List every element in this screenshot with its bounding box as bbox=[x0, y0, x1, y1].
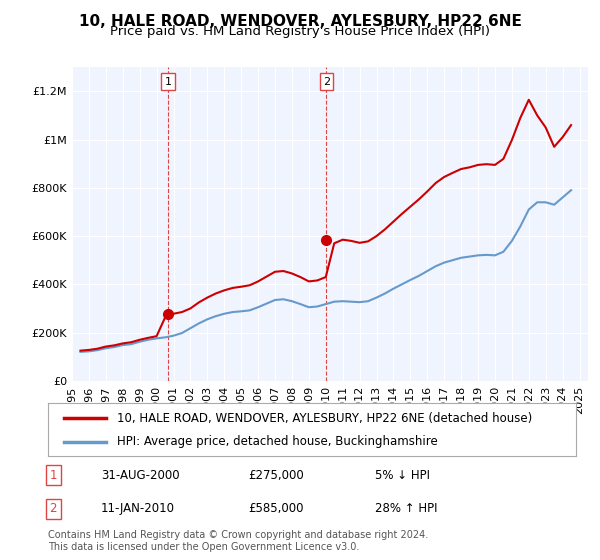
Text: Contains HM Land Registry data © Crown copyright and database right 2024.
This d: Contains HM Land Registry data © Crown c… bbox=[48, 530, 428, 552]
Text: 2: 2 bbox=[323, 77, 330, 87]
Text: 1: 1 bbox=[50, 469, 57, 482]
Text: HPI: Average price, detached house, Buckinghamshire: HPI: Average price, detached house, Buck… bbox=[116, 435, 437, 448]
Text: 28% ↑ HPI: 28% ↑ HPI bbox=[376, 502, 438, 515]
Text: £275,000: £275,000 bbox=[248, 469, 304, 482]
Text: 11-JAN-2010: 11-JAN-2010 bbox=[101, 502, 175, 515]
Text: 5% ↓ HPI: 5% ↓ HPI bbox=[376, 469, 430, 482]
Text: 1: 1 bbox=[164, 77, 172, 87]
Text: 10, HALE ROAD, WENDOVER, AYLESBURY, HP22 6NE (detached house): 10, HALE ROAD, WENDOVER, AYLESBURY, HP22… bbox=[116, 412, 532, 424]
Text: 10, HALE ROAD, WENDOVER, AYLESBURY, HP22 6NE: 10, HALE ROAD, WENDOVER, AYLESBURY, HP22… bbox=[79, 14, 521, 29]
Text: 31-AUG-2000: 31-AUG-2000 bbox=[101, 469, 179, 482]
Text: 2: 2 bbox=[50, 502, 57, 515]
Text: £585,000: £585,000 bbox=[248, 502, 304, 515]
Text: Price paid vs. HM Land Registry's House Price Index (HPI): Price paid vs. HM Land Registry's House … bbox=[110, 25, 490, 38]
